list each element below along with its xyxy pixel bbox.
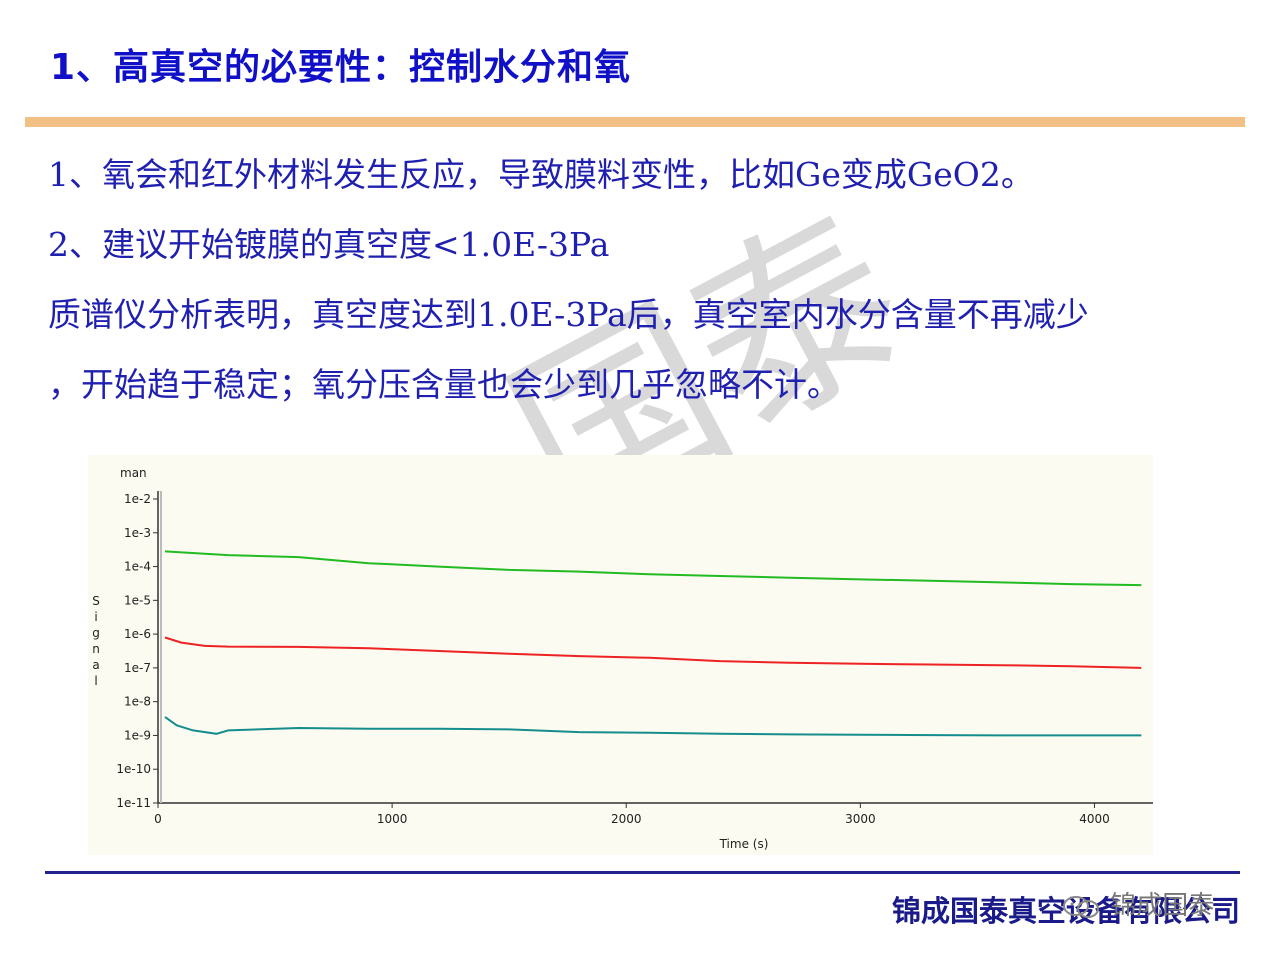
- series-lines: [164, 550, 1142, 737]
- point-1: 1、氧会和红外材料发生反应，导致膜料变性，比如Ge变成GeO2。: [48, 155, 1034, 194]
- y-tick-label: 1e-8: [124, 695, 151, 709]
- x-tick-label: 1000: [377, 812, 408, 826]
- y-label-char: g: [92, 626, 100, 640]
- x-tick-label: 4000: [1079, 812, 1110, 826]
- y-tick-label: 1e-7: [124, 661, 151, 675]
- y-label-char: i: [94, 610, 97, 624]
- y-tick-label: 1e-4: [124, 560, 151, 574]
- brand-overlay: 锦成国泰: [1062, 885, 1214, 922]
- point-4: ，开始趋于稳定；氧分压含量也会少到几乎忽略不计。: [48, 365, 840, 404]
- y-label-char: l: [94, 674, 97, 688]
- y-tick-label: 1e-6: [124, 627, 151, 641]
- ticks: 1e-2 1e-3 1e-4 1e-5 1e-6 1e-7 1e-8 1e-9 1e-10 1e-…: [116, 492, 1109, 826]
- series-line-2: [164, 636, 1142, 669]
- title-divider: [25, 117, 1245, 127]
- series-line-3: [164, 716, 1142, 737]
- y-tick-label: 1e-9: [124, 728, 151, 742]
- y-tick-label: 1e-3: [124, 526, 151, 540]
- point-3: 质谱仪分析表明，真空度达到1.0E-3Pa后，真空室内水分含量不再减少: [48, 295, 1089, 334]
- axes: [157, 491, 1153, 804]
- series-line-1: [164, 550, 1142, 587]
- page-title: 1、高真空的必要性：控制水分和氧: [50, 47, 632, 88]
- y-tick-label: 1e-2: [124, 492, 151, 506]
- x-tick-label: 0: [154, 812, 162, 826]
- y-label-char: n: [92, 642, 100, 656]
- chart-corner-label: man: [120, 466, 147, 480]
- y-label-char: S: [92, 594, 100, 608]
- brand-overlay-text: 锦成国泰: [1110, 891, 1215, 921]
- footer-divider: [45, 871, 1240, 874]
- y-tick-label: 1e-11: [116, 796, 151, 810]
- y-label-char: a: [92, 658, 99, 672]
- wechat-icon: [1063, 895, 1099, 918]
- point-2: 2、建议开始镀膜的真空度<1.0E-3Pa: [48, 225, 610, 264]
- x-axis-label: Time (s): [719, 837, 769, 851]
- y-tick-label: 1e-10: [116, 762, 151, 776]
- x-tick-label: 2000: [611, 812, 642, 826]
- y-tick-label: 1e-5: [124, 593, 151, 607]
- x-tick-label: 3000: [845, 812, 876, 826]
